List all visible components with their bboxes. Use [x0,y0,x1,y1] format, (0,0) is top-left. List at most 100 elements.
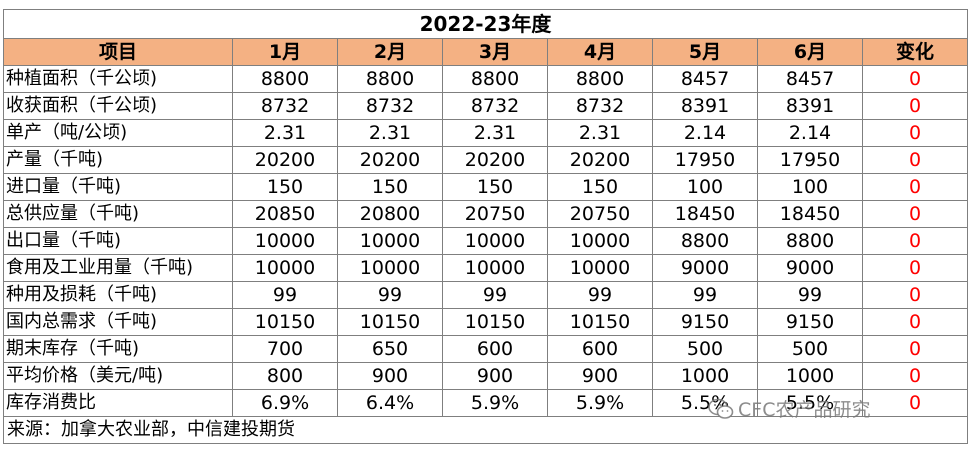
cell-month-4: 150 [547,173,653,201]
cell-month-5: 1000 [652,362,758,390]
cell-month-1: 700 [232,335,338,363]
cell-month-5: 8457 [652,65,758,93]
header-row: 项目 1月 2月 3月 4月 5月 6月 变化 [3,38,968,66]
cell-month-4: 2.31 [547,119,653,147]
cell-month-3: 150 [442,173,548,201]
cell-month-4: 5.9% [547,389,653,417]
cell-month-1: 8800 [232,65,338,93]
cell-month-2: 20200 [337,146,443,174]
row-label: 食用及工业用量（千吨) [3,254,233,282]
cell-month-3: 10000 [442,254,548,282]
cell-month-2: 650 [337,335,443,363]
cell-month-2: 150 [337,173,443,201]
cell-month-3: 2.31 [442,119,548,147]
cell-month-4: 10150 [547,308,653,336]
table-row: 产量（千吨) 20200 20200 20200 20200 17950 17950 0 [3,146,968,174]
cell-month-4: 8800 [547,65,653,93]
cell-month-2: 10000 [337,254,443,282]
cell-month-2: 99 [337,281,443,309]
cell-month-5: 17950 [652,146,758,174]
empty-cell [652,416,758,444]
cell-month-4: 600 [547,335,653,363]
cell-month-1: 6.9% [232,389,338,417]
source-note: 来源：加拿大农业部，中信建投期货 [3,416,338,444]
cell-month-6: 100 [757,173,863,201]
cell-month-5: 9000 [652,254,758,282]
cell-month-5: 500 [652,335,758,363]
cell-change: 0 [862,65,968,93]
cell-month-3: 5.9% [442,389,548,417]
header-item: 项目 [3,38,233,66]
cell-month-2: 8732 [337,92,443,120]
cell-month-6: 8457 [757,65,863,93]
table-row: 种植面积（千公顷) 8800 8800 8800 8800 8457 8457 0 [3,65,968,93]
cell-month-1: 150 [232,173,338,201]
cell-change: 0 [862,119,968,147]
cell-month-3: 10150 [442,308,548,336]
cell-month-1: 10150 [232,308,338,336]
cell-month-1: 800 [232,362,338,390]
cell-month-4: 8732 [547,92,653,120]
row-label: 单产（吨/公顷) [3,119,233,147]
cell-month-5: 18450 [652,200,758,228]
row-label: 产量（千吨) [3,146,233,174]
cell-month-3: 600 [442,335,548,363]
cell-month-6: 2.14 [757,119,863,147]
row-label: 期末库存（千吨) [3,335,233,363]
header-month-6: 6月 [757,38,863,66]
cell-month-1: 20850 [232,200,338,228]
row-label: 总供应量（千吨) [3,200,233,228]
header-month-3: 3月 [442,38,548,66]
row-label: 平均价格（美元/吨) [3,362,233,390]
cell-month-6: 17950 [757,146,863,174]
cell-month-6: 500 [757,335,863,363]
table-row: 国内总需求（千吨) 10150 10150 10150 10150 9150 9150 0 [3,308,968,336]
cell-change: 0 [862,227,968,255]
cell-change: 0 [862,200,968,228]
table-title: 2022-23年度 [3,9,968,39]
cell-change: 0 [862,146,968,174]
cell-month-3: 8732 [442,92,548,120]
row-label: 国内总需求（千吨) [3,308,233,336]
cell-change: 0 [862,173,968,201]
cell-month-6: 9150 [757,308,863,336]
cell-month-6: 1000 [757,362,863,390]
cell-month-4: 10000 [547,227,653,255]
cell-month-6: 8800 [757,227,863,255]
cell-month-2: 8800 [337,65,443,93]
cell-month-2: 900 [337,362,443,390]
cell-month-2: 10150 [337,308,443,336]
cell-month-3: 900 [442,362,548,390]
cell-change: 0 [862,281,968,309]
header-change: 变化 [862,38,968,66]
cell-month-5: 100 [652,173,758,201]
header-month-4: 4月 [547,38,653,66]
empty-cell [442,416,548,444]
title-row: 2022-23年度 [3,9,968,39]
cell-month-2: 2.31 [337,119,443,147]
row-label: 种用及损耗（千吨) [3,281,233,309]
cell-month-4: 99 [547,281,653,309]
cell-month-3: 20200 [442,146,548,174]
cell-change: 0 [862,335,968,363]
cell-month-1: 2.31 [232,119,338,147]
cell-month-2: 10000 [337,227,443,255]
cell-month-5: 9150 [652,308,758,336]
table-row: 出口量（千吨) 10000 10000 10000 10000 8800 8800 0 [3,227,968,255]
cell-month-1: 10000 [232,254,338,282]
row-label: 种植面积（千公顷) [3,65,233,93]
table-row: 进口量（千吨) 150 150 150 150 100 100 0 [3,173,968,201]
empty-cell [337,416,443,444]
table-row: 食用及工业用量（千吨) 10000 10000 10000 10000 9000 9000 0 [3,254,968,282]
cell-month-5: 2.14 [652,119,758,147]
cell-change: 0 [862,254,968,282]
cell-month-1: 10000 [232,227,338,255]
empty-cell [862,416,968,444]
header-month-1: 1月 [232,38,338,66]
cell-month-1: 8732 [232,92,338,120]
cell-month-4: 900 [547,362,653,390]
row-label: 库存消费比 [3,389,233,417]
table-row: 单产（吨/公顷) 2.31 2.31 2.31 2.31 2.14 2.14 0 [3,119,968,147]
cell-month-3: 10000 [442,227,548,255]
cell-change: 0 [862,389,968,417]
